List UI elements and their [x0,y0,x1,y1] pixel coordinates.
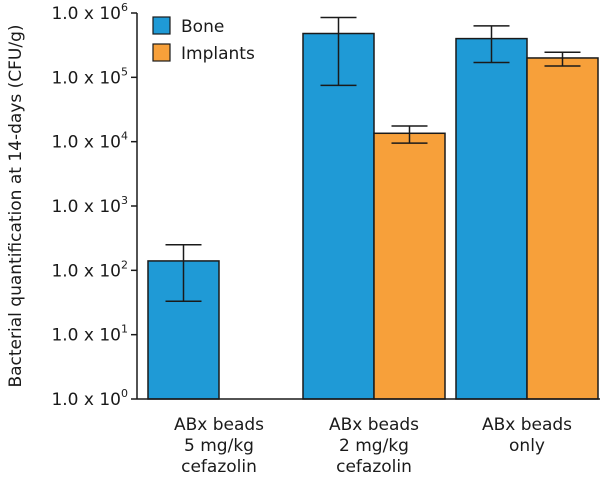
x-category-label: ABx beads only [482,415,572,456]
legend: Bone Implants [152,16,255,64]
y-axis-ticks: 1.0 x 100 1.0 x 101 1.0 x 102 1.0 x 103 1.0 … [51,1,137,410]
error-bar-implants-3 [544,51,581,67]
legend-label-implants: Implants [181,44,255,64]
y-tick-label: 1.0 x 105 [51,65,128,88]
x-axis-labels: ABx beads 5 mg/kg cefazolin ABx beads 2 mg/k… [174,415,572,477]
bar-bone-2 [302,32,375,400]
bar-implants-2 [373,132,446,400]
error-bar-bone-3 [473,25,510,64]
y-axis-title: Bacterial quantification at 14-days (CFU… [6,24,26,387]
y-tick-label: 1.0 x 103 [51,194,128,217]
y-tick-label: 1.0 x 101 [51,323,128,346]
y-tick-label: 1.0 x 100 [51,387,128,410]
y-tick-label: 1.0 x 104 [51,130,128,153]
y-tick-label: 1.0 x 102 [51,258,128,281]
error-bar-bone-2 [320,16,357,87]
legend-swatch-bone [152,16,171,35]
legend-label-bone: Bone [181,17,224,37]
bar-implants-3 [526,57,599,400]
legend-swatch-implants [152,43,171,62]
bar-bone-3 [455,37,528,400]
bars [147,32,599,400]
y-tick-label: 1.0 x 106 [51,1,128,24]
x-category-label: ABx beads 5 mg/kg cefazolin [174,415,264,477]
x-category-label: ABx beads 2 mg/kg cefazolin [329,415,419,477]
error-bars [165,16,581,303]
error-bar-implants-2 [391,125,428,144]
error-bar-bone-1 [165,243,202,303]
